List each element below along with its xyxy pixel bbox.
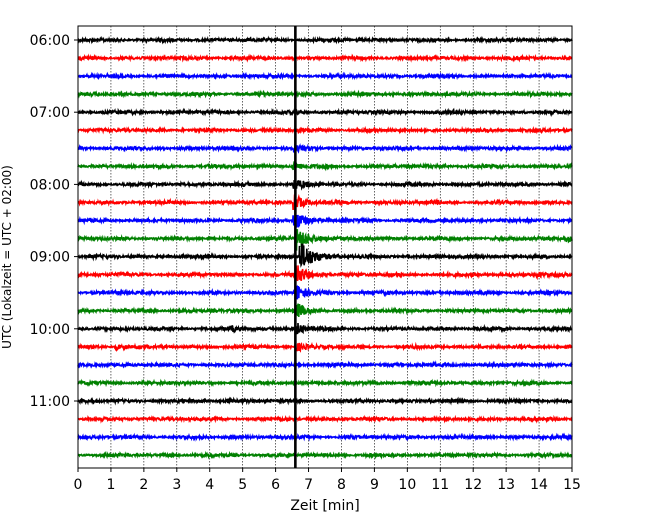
x-tick-label: 8 xyxy=(337,477,346,493)
y-axis-ticks: 06:00 07:00 08:00 09:00 10:00 11:00 xyxy=(30,33,78,410)
trace-row-7 xyxy=(77,161,573,172)
x-tick-label: 1 xyxy=(106,477,115,493)
y-tick-label: 08:00 xyxy=(30,177,70,193)
x-axis-label: Zeit [min] xyxy=(290,498,359,514)
trace-row-8 xyxy=(77,179,573,191)
x-tick-label: 2 xyxy=(139,477,148,493)
y-tick-label: 10:00 xyxy=(30,322,70,338)
y-tick-label: 06:00 xyxy=(30,33,70,49)
trace-row-13 xyxy=(77,265,573,282)
x-tick-label: 0 xyxy=(74,477,83,493)
trace-row-9 xyxy=(77,193,573,210)
plot-frame xyxy=(77,25,573,469)
trace-row-2 xyxy=(77,71,573,81)
x-tick-label: 7 xyxy=(304,477,313,493)
trace-row-1 xyxy=(77,53,573,63)
x-tick-label: 5 xyxy=(238,477,247,493)
trace-row-23 xyxy=(77,450,573,460)
trace-row-3 xyxy=(77,89,573,99)
x-tick-label: 13 xyxy=(497,477,515,493)
trace-row-14 xyxy=(77,284,573,300)
trace-row-17 xyxy=(77,341,573,353)
x-tick-label: 11 xyxy=(431,477,449,493)
trace-row-0 xyxy=(77,35,573,45)
x-tick-label: 6 xyxy=(271,477,280,493)
trace-row-16 xyxy=(77,322,573,335)
x-tick-label: 4 xyxy=(205,477,214,493)
trace-row-10 xyxy=(77,213,573,228)
trace-row-4 xyxy=(77,107,573,118)
x-tick-label: 3 xyxy=(172,477,181,493)
y-tick-label: 07:00 xyxy=(30,105,70,121)
y-tick-label: 11:00 xyxy=(30,394,70,410)
y-tick-label: 09:00 xyxy=(30,250,70,266)
trace-row-21 xyxy=(77,414,573,424)
x-tick-label: 12 xyxy=(464,477,482,493)
seismic-traces xyxy=(77,35,573,460)
trace-row-6 xyxy=(77,143,573,154)
trace-row-18 xyxy=(77,360,573,370)
trace-row-5 xyxy=(77,125,573,135)
trace-row-22 xyxy=(77,432,573,442)
x-tick-label: 10 xyxy=(398,477,416,493)
trace-row-15 xyxy=(77,303,573,317)
trace-row-11 xyxy=(77,229,573,251)
x-tick-label: 9 xyxy=(370,477,379,493)
x-axis-ticks: 0 1 2 3 4 5 6 7 8 9 10 11 12 13 14 15 xyxy=(74,468,581,493)
x-tick-label: 14 xyxy=(530,477,548,493)
y-axis-label: UTC (Lokalzeit = UTC + 02:00) xyxy=(0,165,14,349)
x-tick-label: 15 xyxy=(563,477,581,493)
trace-row-19 xyxy=(77,378,573,388)
trace-row-20 xyxy=(77,396,573,406)
trace-row-12 xyxy=(77,243,573,268)
